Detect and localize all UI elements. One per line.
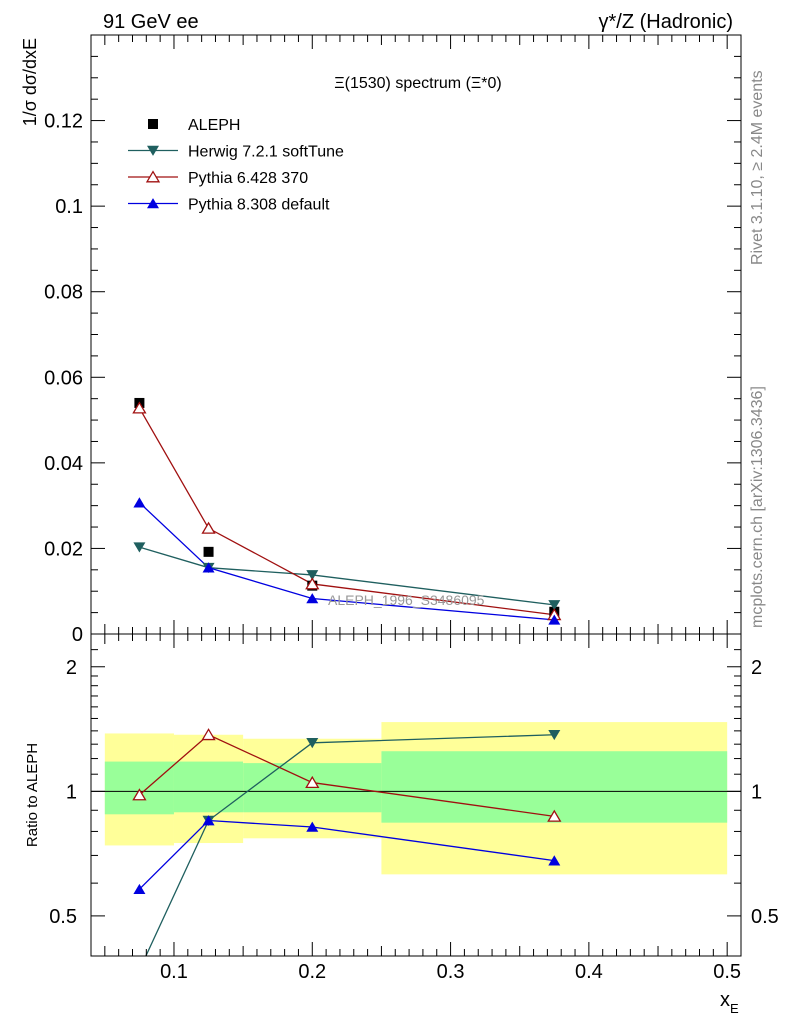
ratio-data-point-series-1 <box>305 775 320 789</box>
header-right: γ*/Z (Hadronic) <box>599 11 733 33</box>
series-line-1 <box>139 546 555 606</box>
data-point-series-3 <box>306 593 319 604</box>
xtick-label: 0.5 <box>713 961 741 983</box>
main-ylabel: 1/σ dσ/dxE <box>20 38 40 126</box>
ratio-series-line-1 <box>138 733 555 818</box>
main-panel-axes: 0 0.02 0.04 0.06 0.08 0.1 0.12 <box>44 35 741 646</box>
data-point-series-1 <box>306 570 319 581</box>
data-point-series-1 <box>133 542 146 553</box>
ratio-ytick-label-right: 0.5 <box>751 906 779 928</box>
x-axis-label: xE <box>720 989 739 1016</box>
ratio-data-point-series-1 <box>201 728 216 741</box>
legend-marker <box>147 198 159 209</box>
legend-label: Herwig 7.2.1 softTune <box>188 144 344 161</box>
legend-label: Pythia 8.308 default <box>188 197 330 214</box>
ratio-data-point-series-0 <box>548 729 561 741</box>
ratio-ytick-label: 0.5 <box>49 906 77 928</box>
uncertainty-band-inner <box>173 761 244 813</box>
legend-marker <box>145 170 161 183</box>
ratio-ytick-label: 1 <box>66 781 77 803</box>
main-ytick-label: 0.06 <box>44 367 83 389</box>
ratio-data-point-series-2 <box>306 821 319 832</box>
xtick-label: 0.4 <box>575 961 603 983</box>
xtick-label: 0.2 <box>298 961 326 983</box>
analysis-watermark: ALEPH_1996_S3486095 <box>328 592 485 608</box>
ratio-data-point-series-2 <box>133 883 146 895</box>
ratio-ylabel: Ratio to ALEPH <box>24 743 41 847</box>
legend-label: Pythia 6.428 370 <box>188 170 308 187</box>
ratio-series-line-0 <box>145 734 555 956</box>
legend: ALEPH Herwig 7.2.1 softTune Pythia 6.428 3… <box>128 117 344 214</box>
ratio-data-point-series-0 <box>306 738 319 749</box>
legend-marker <box>148 119 158 129</box>
ratio-data-point-series-1 <box>132 788 147 801</box>
ratio-panel-axes: 0.5 0.5 1 1 2 2 0.1 0.2 0.3 0.4 0.5 <box>49 634 779 983</box>
data-point-series-0 <box>203 546 214 557</box>
data-point-series-3 <box>548 614 561 625</box>
ratio-ytick-label-right: 1 <box>751 781 762 803</box>
series-line-3 <box>138 502 555 621</box>
mcplots-label: mcplots.cern.ch [arXiv:1306.3436] <box>749 386 766 628</box>
ratio-ytick-label-right: 2 <box>751 657 762 679</box>
ratio-data-point-series-1 <box>547 809 562 822</box>
xtick-label: 0.3 <box>437 961 465 983</box>
ratio-panel-bands <box>91 722 741 875</box>
ratio-data-point-series-0 <box>133 965 145 975</box>
main-title: Ξ(1530) spectrum (Ξ*0) <box>334 75 502 92</box>
rivet-version-label: Rivet 3.1.10, ≥ 2.4M events <box>749 70 766 265</box>
ratio-series-line-2 <box>138 819 555 890</box>
header-left: 91 GeV ee <box>103 11 199 33</box>
ratio-data-point-series-2 <box>548 855 561 866</box>
data-point-series-3 <box>202 562 215 573</box>
main-ytick-label: 0.04 <box>44 453 83 475</box>
ratio-panel-marks <box>132 728 562 975</box>
ratio-panel-frame <box>90 633 742 957</box>
main-ytick-label: 0.08 <box>44 282 83 304</box>
xtick-label: 0.1 <box>160 961 188 983</box>
main-ytick-label: 0.1 <box>55 196 83 218</box>
uncertainty-band-inner <box>104 761 174 815</box>
ratio-data-point-series-2 <box>202 815 215 826</box>
legend-label: ALEPH <box>188 117 240 134</box>
main-ytick-label: 0.12 <box>44 111 83 133</box>
data-point-series-1 <box>548 600 561 611</box>
ratio-ytick-label: 2 <box>66 657 77 679</box>
series-line-2 <box>138 407 555 616</box>
legend-marker <box>147 145 159 156</box>
data-point-series-2 <box>305 577 320 590</box>
data-point-series-2 <box>201 521 216 534</box>
main-panel-marks <box>132 397 562 625</box>
data-point-series-2 <box>132 401 147 414</box>
main-ytick-label: 0.02 <box>44 538 83 560</box>
data-point-series-3 <box>133 497 146 508</box>
main-ytick-label: 0 <box>72 624 83 646</box>
